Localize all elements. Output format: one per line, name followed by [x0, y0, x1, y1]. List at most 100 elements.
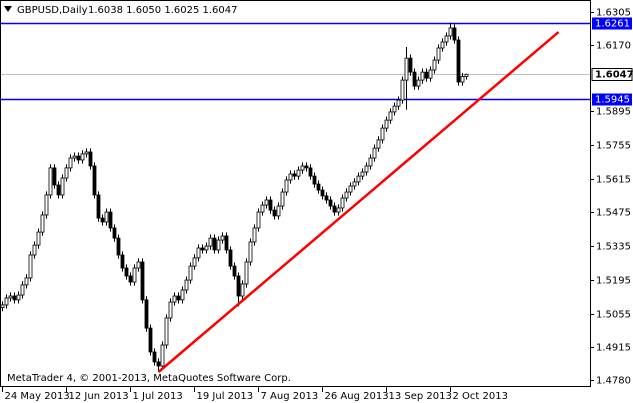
candle-body: [12, 295, 17, 301]
candle-body: [36, 231, 41, 246]
candle-body: [448, 27, 453, 37]
x-tick-label: 19 Jul 2013: [197, 391, 254, 402]
candle-body: [84, 151, 89, 155]
x-tick-label: 26 Aug 2013: [325, 391, 389, 402]
candle-body: [436, 47, 441, 61]
candle-body: [204, 245, 209, 251]
candle-body: [140, 261, 145, 301]
candle-body: [392, 105, 397, 113]
x-tick-label: 2 Oct 2013: [453, 391, 508, 402]
candle-body: [172, 295, 177, 303]
candle-body: [344, 191, 349, 199]
x-tick-label: 13 Sep 2013: [389, 391, 452, 402]
y-tick-label: 1.5615: [596, 175, 631, 186]
candle-body: [420, 71, 425, 81]
candle-body: [304, 165, 309, 169]
candle-body: [240, 283, 245, 297]
candle-body: [132, 267, 137, 283]
candle-body: [332, 205, 337, 213]
candle-body: [96, 194, 101, 219]
candle-body: [72, 155, 77, 159]
candle-body: [156, 361, 161, 367]
candle-body: [200, 247, 205, 251]
candle-body: [408, 57, 413, 73]
candle-body: [76, 155, 81, 161]
symbol-title: GBPUSD,Daily: [17, 5, 88, 16]
candle-body: [456, 39, 461, 83]
candle-body: [320, 189, 325, 197]
candle-body: [124, 267, 129, 277]
candle-body: [404, 57, 409, 81]
candle-body: [300, 165, 305, 171]
candle-body: [212, 237, 217, 251]
candle-body: [352, 181, 357, 187]
y-tick-label: 1.5335: [596, 242, 631, 253]
candle-body: [372, 147, 377, 159]
candle-body: [236, 275, 241, 297]
candle-body: [428, 69, 433, 79]
candle-body: [8, 295, 13, 299]
candle-body: [348, 185, 353, 193]
candle-body: [316, 183, 321, 191]
candle-body: [400, 79, 405, 101]
x-tick-label: 1 Jul 2013: [133, 391, 183, 402]
candle-body: [364, 165, 369, 173]
candle-body: [44, 194, 49, 216]
y-tick-label: 1.5895: [596, 107, 631, 118]
candle-body: [252, 227, 257, 243]
plot-frame: [0, 0, 591, 387]
y-tick-label: 1.5195: [596, 276, 631, 287]
candle-body: [4, 297, 9, 306]
candle-body: [104, 211, 109, 223]
candle-body: [32, 244, 37, 256]
candle-body: [216, 239, 221, 251]
candle-body: [16, 294, 21, 301]
candle-body: [28, 254, 33, 279]
candle-body: [256, 211, 261, 229]
candle-body: [136, 261, 141, 269]
candle-body: [264, 199, 269, 206]
candle-body: [80, 153, 85, 161]
level-label: 1.6261: [595, 19, 630, 30]
candle-body: [64, 167, 69, 179]
candle-body: [360, 171, 365, 177]
candle-body: [244, 261, 249, 285]
x-tick-label: 24 May 2013: [5, 391, 70, 402]
candle-body: [312, 175, 317, 185]
candle-body: [148, 327, 153, 353]
candle-body: [152, 351, 157, 363]
candle-body: [464, 73, 469, 77]
candle-body: [220, 235, 225, 241]
candle-body: [396, 99, 401, 107]
candle-body: [368, 157, 373, 167]
candle-body: [272, 209, 277, 217]
quote: 1.6038 1.6050 1.6025 1.6047: [88, 5, 238, 16]
y-tick-label: 1.5755: [596, 141, 631, 152]
candle-body: [388, 111, 393, 121]
candle-body: [20, 284, 25, 296]
candle-body: [432, 59, 437, 71]
y-tick-label: 1.5475: [596, 208, 631, 219]
candle-body: [196, 247, 201, 259]
candle-body: [308, 167, 313, 177]
candle-body: [160, 344, 165, 367]
candle-body: [92, 165, 97, 196]
y-tick-label: 1.6170: [596, 41, 631, 52]
candle-body: [260, 204, 265, 213]
candle-body: [192, 257, 197, 267]
candle-body: [248, 241, 253, 263]
candle-body: [48, 167, 53, 196]
level-label: 1.5945: [595, 95, 630, 106]
plot-area: [0, 22, 590, 373]
candle-body: [68, 157, 73, 169]
candle-body: [284, 179, 289, 193]
candle-body: [336, 207, 341, 213]
candle-body: [164, 317, 169, 346]
footer: MetaTrader 4, © 2001-2013, MetaQuotes So…: [7, 373, 291, 384]
y-tick-label: 1.5055: [596, 310, 631, 321]
candle-body: [340, 197, 345, 209]
candle-body: [116, 237, 121, 256]
candle-body: [56, 184, 61, 196]
